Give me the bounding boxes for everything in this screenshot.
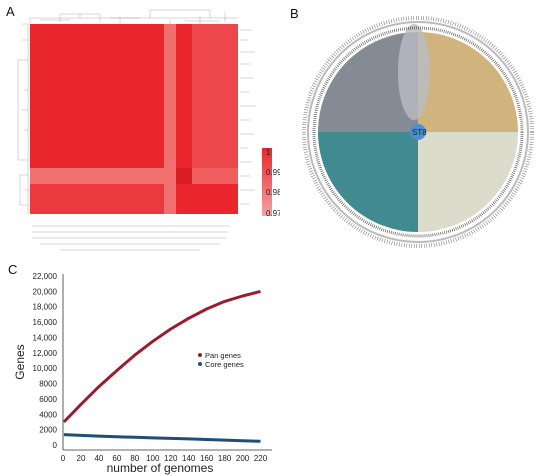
left-dendrogram (17, 23, 29, 214)
tree-highlight-ellipse (398, 24, 430, 120)
x-tick-label: 140 (182, 454, 196, 463)
y-tick-label: 14,000 (33, 333, 58, 342)
heatmap-band-vertical (164, 24, 176, 214)
y-tick-label: 18,000 (33, 303, 58, 312)
tree-outer-ring (307, 21, 529, 243)
y-tick-label: 10,000 (33, 364, 58, 373)
panel-label-b: B (290, 6, 299, 21)
tree-panel: ST8 (302, 16, 534, 248)
legend-label-core: Core genes (205, 360, 244, 369)
row-labels (240, 29, 256, 205)
x-axis-title: number of genomes (107, 461, 214, 475)
x-tick-label: 80 (130, 454, 139, 463)
tree-root-node (410, 124, 426, 140)
heatmap-block (176, 168, 192, 184)
x-tick-label: 20 (77, 454, 86, 463)
legend-marker-core (198, 362, 202, 366)
x-tick-label: 100 (146, 454, 160, 463)
x-tick-label: 0 (61, 454, 66, 463)
x-tick-label: 60 (112, 454, 121, 463)
x-tick-label: 220 (254, 454, 268, 463)
y-axis-title: Genes (13, 344, 27, 379)
series-line-core-genes (63, 433, 261, 443)
y-tick-label: 20,000 (33, 287, 58, 296)
y-tick-label: 2000 (39, 426, 57, 435)
tree-tip-labels (312, 26, 524, 238)
y-tick-label: 16,000 (33, 318, 58, 327)
heatmap-block-right (192, 24, 238, 214)
scale-tick-0-97: 0.97 (266, 209, 280, 218)
x-tick-label: 120 (164, 454, 178, 463)
scale-tick-1: 1 (266, 148, 271, 157)
clade-beige (418, 132, 518, 232)
y-tick-labels: 0 2000 4000 6000 8000 10,000 12,000 14,000 16,00… (33, 272, 58, 450)
clade-teal (318, 132, 418, 232)
y-tick-label: 0 (53, 441, 58, 450)
x-tick-label: 40 (94, 454, 103, 463)
y-tick-label: 22,000 (33, 272, 58, 281)
panel-label-a: A (6, 4, 15, 19)
y-tick-label: 8000 (39, 380, 57, 389)
top-dendrogram (29, 9, 238, 26)
x-tick-label: 160 (200, 454, 214, 463)
legend-label-pan: Pan genes (205, 351, 241, 360)
tree-root-label: ST8 (412, 128, 427, 137)
x-tick-label: 180 (218, 454, 232, 463)
heatmap-block-bottom (30, 184, 164, 214)
color-scale-bar (262, 148, 272, 216)
y-tick-label: 6000 (39, 395, 57, 404)
scale-tick-0-98: 0.98 (266, 188, 280, 197)
x-tick-labels: 0 20 40 60 80 100 120 140 160 180 200 220 (61, 454, 268, 463)
x-tick-label: 200 (236, 454, 250, 463)
series-lines (62, 289, 261, 443)
y-tick-label: 4000 (39, 410, 57, 419)
y-tick-label: 12,000 (33, 349, 58, 358)
legend: Pan genes Core genes (198, 351, 244, 369)
tree-outer-labels (302, 16, 534, 248)
scale-tick-0-99: 0.99 (266, 168, 280, 177)
column-labels (32, 225, 230, 251)
heatmap-panel: 1 0.99 0.98 0.97 (17, 9, 280, 251)
legend-marker-pan (198, 353, 202, 357)
clade-gold (418, 32, 518, 132)
clade-gray (318, 32, 418, 132)
series-line-pan-genes (62, 289, 261, 424)
heatmap-block-bottom-right (192, 184, 238, 214)
panel-label-c: C (8, 262, 18, 277)
